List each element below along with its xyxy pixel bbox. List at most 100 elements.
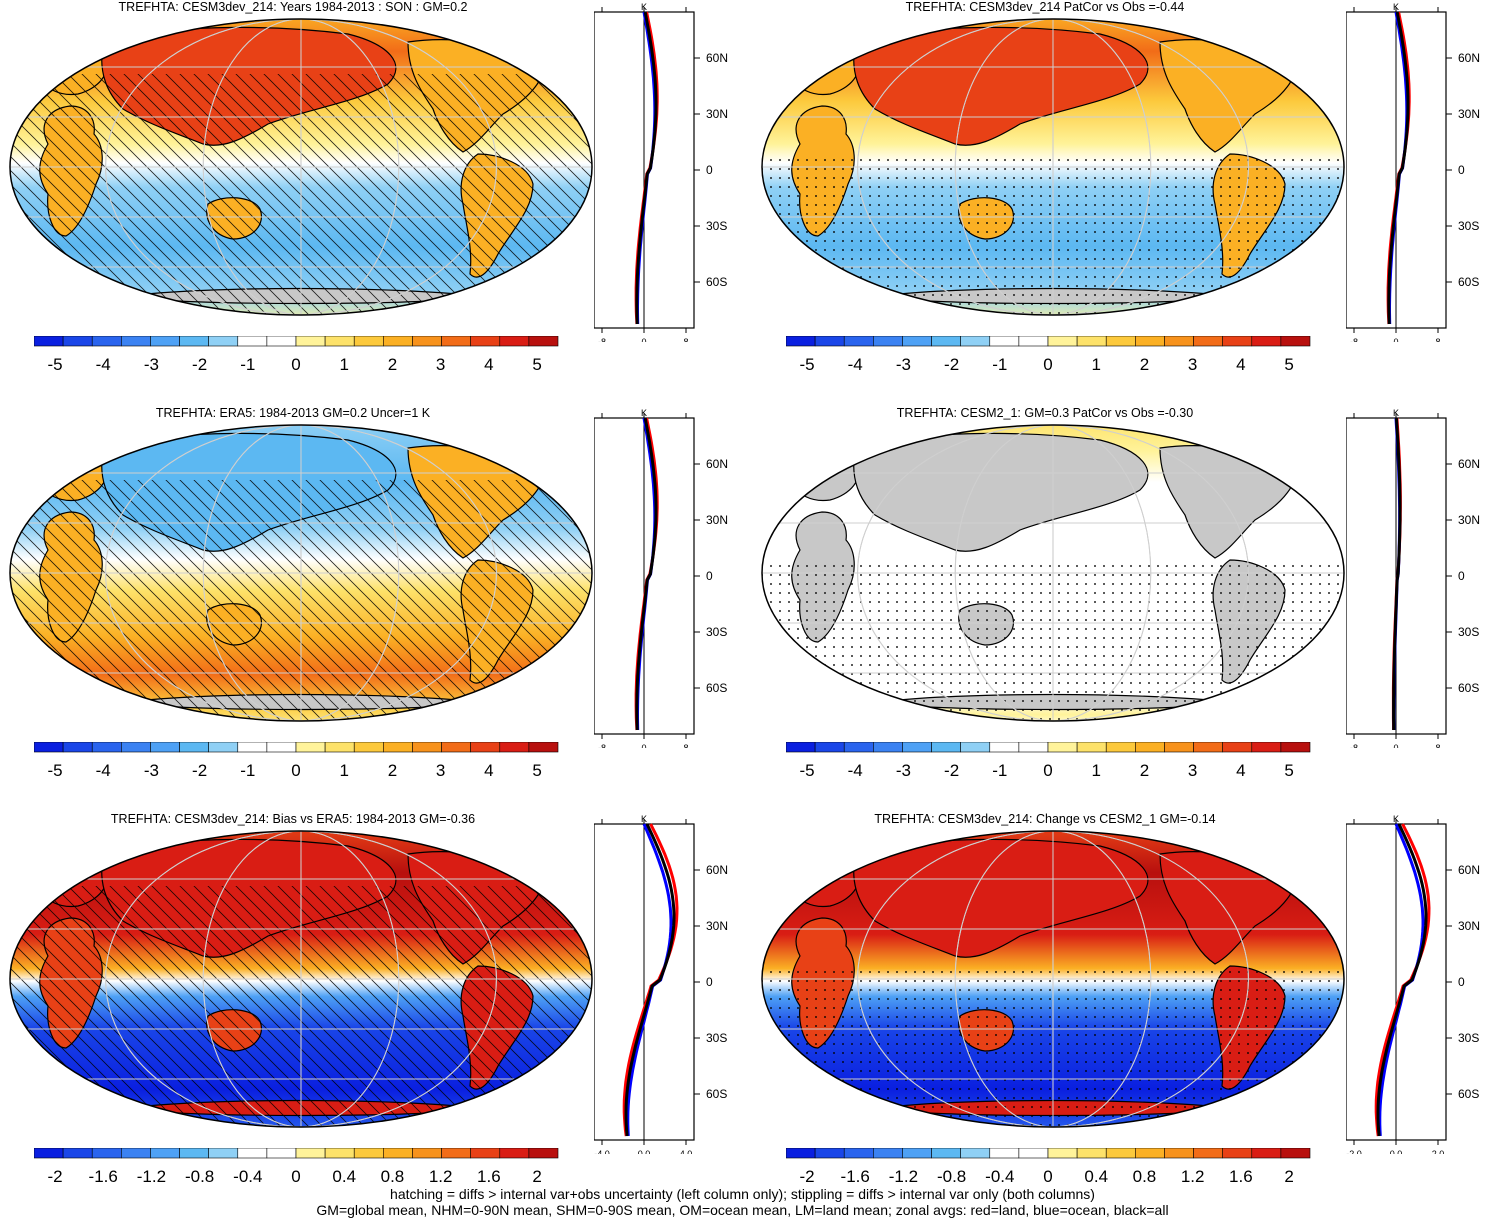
latitude-label: 60N bbox=[706, 457, 728, 471]
latitude-label: 60N bbox=[1458, 51, 1480, 65]
zonal-xtick-label: 8 bbox=[683, 337, 688, 342]
colorbar-tick-label: 0 bbox=[1043, 761, 1052, 780]
colorbar-tick-label: -3 bbox=[144, 761, 159, 780]
colorbar-tick-label: 2 bbox=[1284, 1167, 1293, 1186]
latitude-label: 30N bbox=[706, 513, 728, 527]
colorbar-tick-label: -2 bbox=[944, 355, 959, 374]
robinson-map bbox=[761, 830, 1345, 1128]
zonal-xtick-label: 0 bbox=[641, 337, 646, 342]
latitude-label: 0 bbox=[706, 163, 713, 177]
zonal-xtick-label: -8 bbox=[1350, 337, 1358, 342]
colorbar-tick-label: -2 bbox=[192, 355, 207, 374]
zonal-land-line bbox=[1374, 823, 1431, 1137]
panel-p3: TREFHTA: ERA5: 1984-2013 GM=0.2 Uncer=1 … bbox=[0, 406, 740, 806]
latitude-label: 30N bbox=[1458, 107, 1480, 121]
zonal-xtick-label: 0 bbox=[641, 743, 646, 748]
continent-asia bbox=[853, 838, 1149, 958]
zonal-all-line bbox=[624, 823, 676, 1137]
colorbar: -2 -1.6 -1.2 -0.8 -0.4 0 0.4 0.8 1.2 1.6 2 bbox=[34, 1148, 559, 1186]
colorbar-tick-label: 1 bbox=[340, 761, 349, 780]
panel-p6: TREFHTA: CESM3dev_214: Change vs CESM2_1… bbox=[752, 812, 1485, 1212]
latitude-label: 60S bbox=[1458, 681, 1479, 695]
colorbar-tick-label: -4 bbox=[848, 761, 863, 780]
colorbar-tick-label: 1 bbox=[340, 355, 349, 374]
colorbar-tick-label: -1.2 bbox=[137, 1167, 166, 1186]
latitude-label: 30S bbox=[706, 625, 727, 639]
latitude-label: 60S bbox=[706, 275, 727, 289]
colorbar-tick-label: -1 bbox=[240, 355, 255, 374]
colorbar-tick-label: 1.2 bbox=[1181, 1167, 1205, 1186]
zonal-xtick-label: -8 bbox=[598, 337, 606, 342]
colorbar: -5 -4 -3 -2 -1 0 1 2 3 4 5 bbox=[34, 742, 559, 780]
latitude-label: 30S bbox=[706, 219, 727, 233]
colorbar-tick-label: 2 bbox=[1140, 761, 1149, 780]
colorbar-tick-label: 2 bbox=[1140, 355, 1149, 374]
zonal-xtick-label: 0.0 bbox=[1390, 1149, 1403, 1154]
colorbar-tick-label: 5 bbox=[1284, 761, 1293, 780]
zonal-all-line bbox=[635, 417, 658, 731]
colorbar-tick-label: 4 bbox=[1236, 761, 1245, 780]
latitude-label: 30S bbox=[706, 1031, 727, 1045]
zonal-xtick-label: 8 bbox=[1435, 337, 1440, 342]
panel-p5: TREFHTA: CESM3dev_214: Bias vs ERA5: 198… bbox=[0, 812, 740, 1212]
colorbar-tick-label: 0 bbox=[291, 1167, 300, 1186]
colorbar-tick-label: 0 bbox=[291, 761, 300, 780]
colorbar-tick-label: -0.4 bbox=[233, 1167, 262, 1186]
latitude-label: 60S bbox=[1458, 275, 1479, 289]
colorbar-tick-label: -2 bbox=[192, 761, 207, 780]
colorbar-tick-label: 1.6 bbox=[477, 1167, 501, 1186]
colorbar-tick-label: -1.6 bbox=[89, 1167, 118, 1186]
colorbar-tick-label: 4 bbox=[484, 761, 493, 780]
zonal-xtick-label: 0 bbox=[1393, 743, 1398, 748]
colorbar-tick-label: -3 bbox=[896, 355, 911, 374]
colorbar-tick-label: 3 bbox=[1188, 355, 1197, 374]
colorbar-tick-label: -2 bbox=[799, 1167, 814, 1186]
zonal-xtick-label: -2.0 bbox=[1346, 1149, 1362, 1154]
colorbar-tick-label: 1.6 bbox=[1229, 1167, 1253, 1186]
colorbar-tick-label: -4 bbox=[848, 355, 863, 374]
latitude-label: 30N bbox=[1458, 919, 1480, 933]
latitude-label: 0 bbox=[1458, 163, 1465, 177]
zonal-all-line bbox=[1392, 417, 1402, 730]
continent-asia bbox=[853, 26, 1149, 146]
colorbar-tick-label: 1 bbox=[1092, 355, 1101, 374]
colorbar-tick-label: 0.8 bbox=[381, 1167, 405, 1186]
colorbar-tick-label: -5 bbox=[799, 761, 814, 780]
colorbar-tick-label: 5 bbox=[532, 355, 541, 374]
colorbar-tick-label: 0 bbox=[291, 355, 300, 374]
colorbar-tick-label: -4 bbox=[96, 761, 111, 780]
panel-p4: TREFHTA: CESM2_1: GM=0.3 PatCor vs Obs =… bbox=[752, 406, 1485, 806]
latitude-label: 60N bbox=[706, 863, 728, 877]
latitude-label: 30S bbox=[1458, 1031, 1479, 1045]
colorbar: -2 -1.6 -1.2 -0.8 -0.4 0 0.4 0.8 1.2 1.6 2 bbox=[786, 1148, 1311, 1186]
colorbar-tick-label: 3 bbox=[436, 761, 445, 780]
colorbar-tick-label: -0.8 bbox=[185, 1167, 214, 1186]
colorbar-tick-label: -2 bbox=[47, 1167, 62, 1186]
latitude-label: 30N bbox=[706, 919, 728, 933]
zonal-xtick-label: 4.0 bbox=[680, 1149, 693, 1154]
colorbar-tick-label: 3 bbox=[436, 355, 445, 374]
colorbar-tick-label: -3 bbox=[896, 761, 911, 780]
colorbar-tick-label: 5 bbox=[1284, 355, 1293, 374]
colorbar-tick-label: 5 bbox=[532, 761, 541, 780]
panel-title: TREFHTA: CESM2_1: GM=0.3 PatCor vs Obs =… bbox=[896, 406, 1194, 420]
footer-hatching-note: hatching = diffs > internal var+obs unce… bbox=[390, 1186, 1095, 1202]
zonal-ocean-line bbox=[626, 823, 673, 1137]
latitude-label: 0 bbox=[1458, 569, 1465, 583]
zonal-xtick-label: 0.0 bbox=[638, 1149, 651, 1154]
latitude-label: 30S bbox=[1458, 625, 1479, 639]
colorbar-tick-label: -5 bbox=[47, 355, 62, 374]
robinson-map bbox=[9, 424, 593, 722]
zonal-xtick-label: -4.0 bbox=[594, 1149, 610, 1154]
panel-title: TREFHTA: CESM3dev_214: Change vs CESM2_1… bbox=[874, 812, 1216, 826]
colorbar-tick-label: -1 bbox=[992, 761, 1007, 780]
colorbar-tick-label: 0.8 bbox=[1133, 1167, 1157, 1186]
latitude-label: 60N bbox=[1458, 457, 1480, 471]
colorbar-tick-label: 2 bbox=[388, 355, 397, 374]
latitude-label: 30S bbox=[1458, 219, 1479, 233]
latitude-label: 60N bbox=[706, 51, 728, 65]
